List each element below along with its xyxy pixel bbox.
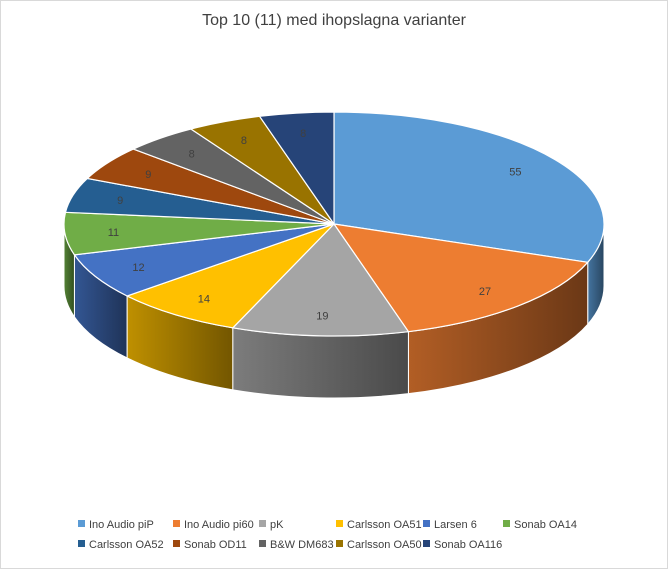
- legend-swatch: [259, 520, 266, 527]
- data-label-7: 9: [145, 169, 151, 181]
- pie-slice-10[interactable]: [258, 111, 335, 226]
- data-label-8: 8: [189, 149, 195, 161]
- pie-slice-2[interactable]: [231, 223, 410, 337]
- legend-swatch: [173, 520, 180, 527]
- data-label-10: 8: [300, 128, 306, 140]
- legend-swatch: [423, 520, 430, 527]
- data-label-6: 9: [117, 195, 123, 207]
- legend-label: Carlsson OA50: [347, 539, 422, 551]
- legend-item-3[interactable]: Carlsson OA51: [336, 519, 422, 531]
- legend-label: B&W DM683: [270, 539, 334, 551]
- data-label-4: 12: [132, 262, 144, 274]
- legend-label: Larsen 6: [434, 519, 477, 531]
- data-label-3: 14: [198, 293, 210, 305]
- legend-item-10[interactable]: Sonab OA116: [423, 539, 502, 551]
- data-label-2: 19: [316, 311, 328, 323]
- pie-slice-0[interactable]: [333, 111, 605, 263]
- legend-swatch: [503, 520, 510, 527]
- chart-title: Top 10 (11) med ihopslagna varianter: [202, 12, 466, 29]
- legend-item-9[interactable]: Carlsson OA50: [336, 539, 422, 551]
- legend-swatch: [336, 540, 343, 547]
- data-label-1: 27: [479, 286, 491, 298]
- legend-label: Sonab OA116: [434, 539, 503, 551]
- pie-slice-4[interactable]: [73, 223, 335, 297]
- legend-label: Carlsson OA51: [347, 519, 422, 531]
- legend-label: Carlsson OA52: [89, 539, 164, 551]
- legend-item-1[interactable]: Ino Audio pi60: [173, 519, 254, 531]
- legend-swatch: [173, 540, 180, 547]
- legend-swatch: [423, 540, 430, 547]
- legend-item-6[interactable]: Carlsson OA52: [78, 539, 164, 551]
- legend-label: Ino Audio pi60: [184, 519, 254, 531]
- legend-label: Sonab OD11: [184, 539, 247, 551]
- legend-label: Ino Audio piP: [89, 519, 154, 531]
- data-labels: 55 27 19 14 12 11 9 9 8 8 8: [108, 128, 522, 323]
- legend-label: Sonab OA14: [514, 519, 577, 531]
- legend-item-8[interactable]: B&W DM683: [259, 539, 334, 551]
- legend-item-5[interactable]: Sonab OA14: [503, 519, 577, 531]
- legend-item-7[interactable]: Sonab OD11: [173, 539, 247, 551]
- pie-slice-3[interactable]: [125, 223, 335, 329]
- legend-swatch: [259, 540, 266, 547]
- data-label-9: 8: [241, 135, 247, 147]
- legend-item-2[interactable]: pK: [259, 519, 283, 531]
- legend-item-4[interactable]: Larsen 6: [423, 519, 477, 531]
- data-label-5: 11: [108, 227, 119, 239]
- legend-swatch: [78, 520, 85, 527]
- pie-side-2: [232, 327, 409, 399]
- data-label-0: 55: [509, 166, 521, 178]
- pie-top: [63, 111, 605, 337]
- legend-swatch: [78, 540, 85, 547]
- legend-item-0[interactable]: Ino Audio piP: [78, 519, 154, 531]
- pie-slice-1[interactable]: [332, 223, 589, 333]
- legend-label: pK: [270, 519, 284, 531]
- legend-swatch: [336, 520, 343, 527]
